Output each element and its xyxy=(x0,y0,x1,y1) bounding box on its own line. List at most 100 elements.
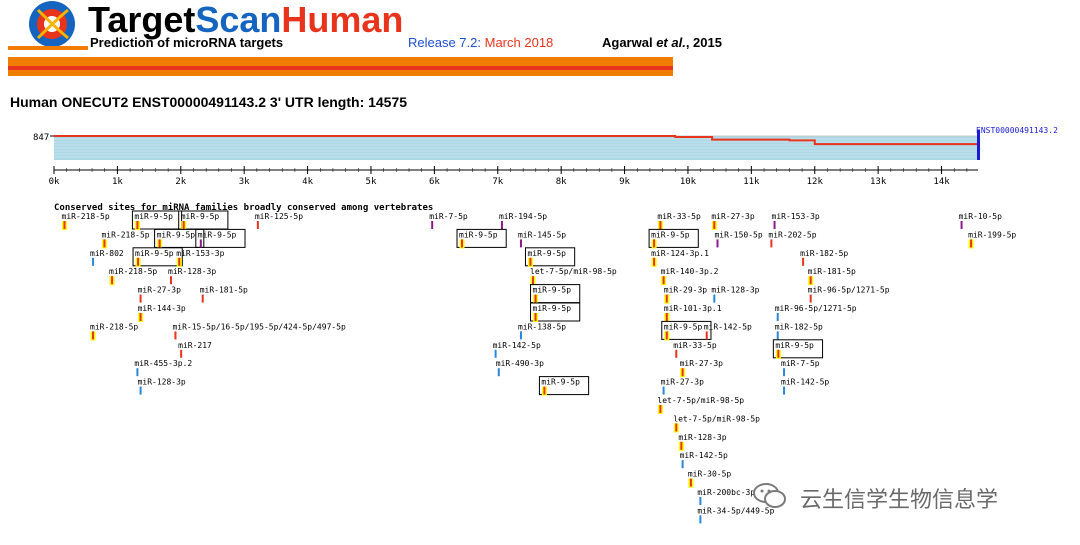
site-marker xyxy=(773,221,776,229)
site-marker xyxy=(713,221,716,229)
site-marker xyxy=(699,515,702,524)
site-label: miR-218-5p xyxy=(109,267,157,276)
site-label: miR-128-3p xyxy=(711,286,759,295)
site-box xyxy=(538,376,590,396)
site-box xyxy=(661,320,712,340)
x-tick-label: 2k xyxy=(175,177,186,187)
site-box xyxy=(772,339,824,359)
site-label: miR-144-3p xyxy=(138,304,186,313)
x-tick-label: 9k xyxy=(619,177,630,187)
site-marker xyxy=(461,239,464,248)
site-marker xyxy=(532,276,535,285)
site-label: miR-27-3p xyxy=(138,286,182,295)
brand-part-scan: Scan xyxy=(195,0,282,40)
citation-etal: et al. xyxy=(656,35,686,50)
site-marker xyxy=(170,276,173,285)
site-label: miR-218-5p xyxy=(101,230,149,239)
site-marker xyxy=(776,331,779,340)
site-label: miR-194-5p xyxy=(499,212,547,221)
x-tick-label: 13k xyxy=(870,177,887,187)
site-marker xyxy=(675,423,678,432)
site-marker xyxy=(92,257,95,266)
site-marker xyxy=(519,239,522,248)
site-label: miR-27-3p xyxy=(711,212,755,221)
site-label: miR-490-3p xyxy=(496,359,544,368)
site-label: let-7-5p/miR-98-5p xyxy=(530,267,617,276)
site-marker xyxy=(681,368,684,377)
site-label: miR-101-3p.1 xyxy=(664,304,722,313)
site-marker xyxy=(783,386,786,395)
site-marker xyxy=(802,257,805,266)
site-label: miR-455-3p.2 xyxy=(134,359,192,368)
site-marker xyxy=(139,386,142,395)
watermark-text: 云生信学生物信息学 xyxy=(800,487,999,512)
site-label: miR-153-3p xyxy=(176,249,224,258)
site-label: miR-9-5p xyxy=(157,230,196,239)
site-marker xyxy=(534,313,537,321)
x-tick-label: 3k xyxy=(239,177,250,187)
site-label: miR-33-5p xyxy=(657,212,701,221)
x-tick-label: 14k xyxy=(933,177,950,187)
site-label: miR-9-5p xyxy=(135,249,174,258)
site-label: miR-142-5p xyxy=(704,322,752,331)
site-box xyxy=(132,247,183,267)
x-tick-label: 0k xyxy=(49,177,60,187)
brand-title[interactable]: TargetScanHuman xyxy=(88,2,403,38)
site-label: miR-182-5p xyxy=(800,249,848,258)
site-marker xyxy=(662,276,665,285)
brand-part-human: Human xyxy=(281,0,404,40)
site-marker xyxy=(653,257,656,266)
site-marker xyxy=(111,276,114,285)
site-label: miR-9-5p xyxy=(651,230,690,239)
site-marker xyxy=(534,294,537,303)
site-label: miR-9-5p xyxy=(527,249,566,258)
site-marker xyxy=(809,276,812,285)
site-label: miR-181-5p xyxy=(808,267,856,276)
site-label: miR-10-5p xyxy=(959,212,1003,221)
release-label: Release 7.2: xyxy=(408,35,481,50)
site-marker xyxy=(494,349,497,358)
site-marker xyxy=(199,239,202,248)
x-tick-label: 1k xyxy=(112,177,123,187)
site-marker xyxy=(519,331,522,340)
site-marker xyxy=(182,221,185,229)
site-label: miR-96-5p/1271-5p xyxy=(808,286,890,295)
site-marker xyxy=(431,221,434,229)
site-label: miR-802 xyxy=(90,249,124,258)
site-label: miR-145-5p xyxy=(518,230,566,239)
x-tick-label: 7k xyxy=(492,177,503,187)
x-tick-label: 6k xyxy=(429,177,440,187)
site-marker xyxy=(809,294,812,303)
site-marker xyxy=(178,257,181,266)
site-label: miR-217 xyxy=(178,341,212,350)
brand-subtitle: Prediction of microRNA targets xyxy=(90,35,284,50)
sites-section-title: Conserved sites for miRNA families broad… xyxy=(54,202,433,213)
site-label: miR-34-5p/449-5p xyxy=(697,506,774,515)
site-marker xyxy=(653,239,656,248)
brand-part-target: Target xyxy=(88,0,196,40)
site-label: miR-182-5p xyxy=(775,322,823,331)
site-marker xyxy=(180,349,183,358)
site-label: miR-9-5p xyxy=(181,212,220,221)
site-label: let-7-5p/miR-98-5p xyxy=(673,414,760,423)
citation-year: , 2015 xyxy=(685,35,722,50)
site-label: miR-9-5p xyxy=(459,230,498,239)
site-marker xyxy=(63,221,66,229)
site-label: miR-181-5p xyxy=(200,286,248,295)
citation: Agarwal et al., 2015 xyxy=(602,35,722,50)
site-marker xyxy=(960,221,963,229)
site-marker xyxy=(103,239,106,248)
site-label: miR-15-5p/16-5p/195-5p/424-5p/497-5p xyxy=(172,322,346,331)
transcript-label: ENST00000491143.2 xyxy=(976,126,1058,135)
x-tick-label: 12k xyxy=(807,177,824,187)
site-label: miR-9-5p xyxy=(533,304,572,313)
site-label: miR-9-5p xyxy=(541,378,580,387)
site-label: miR-142-5p xyxy=(493,341,541,350)
site-marker xyxy=(158,239,161,248)
site-marker xyxy=(716,239,719,248)
site-label: miR-128-3p xyxy=(168,267,216,276)
site-marker xyxy=(139,294,142,303)
site-label: miR-218-5p xyxy=(90,322,138,331)
x-tick-label: 11k xyxy=(743,177,760,187)
